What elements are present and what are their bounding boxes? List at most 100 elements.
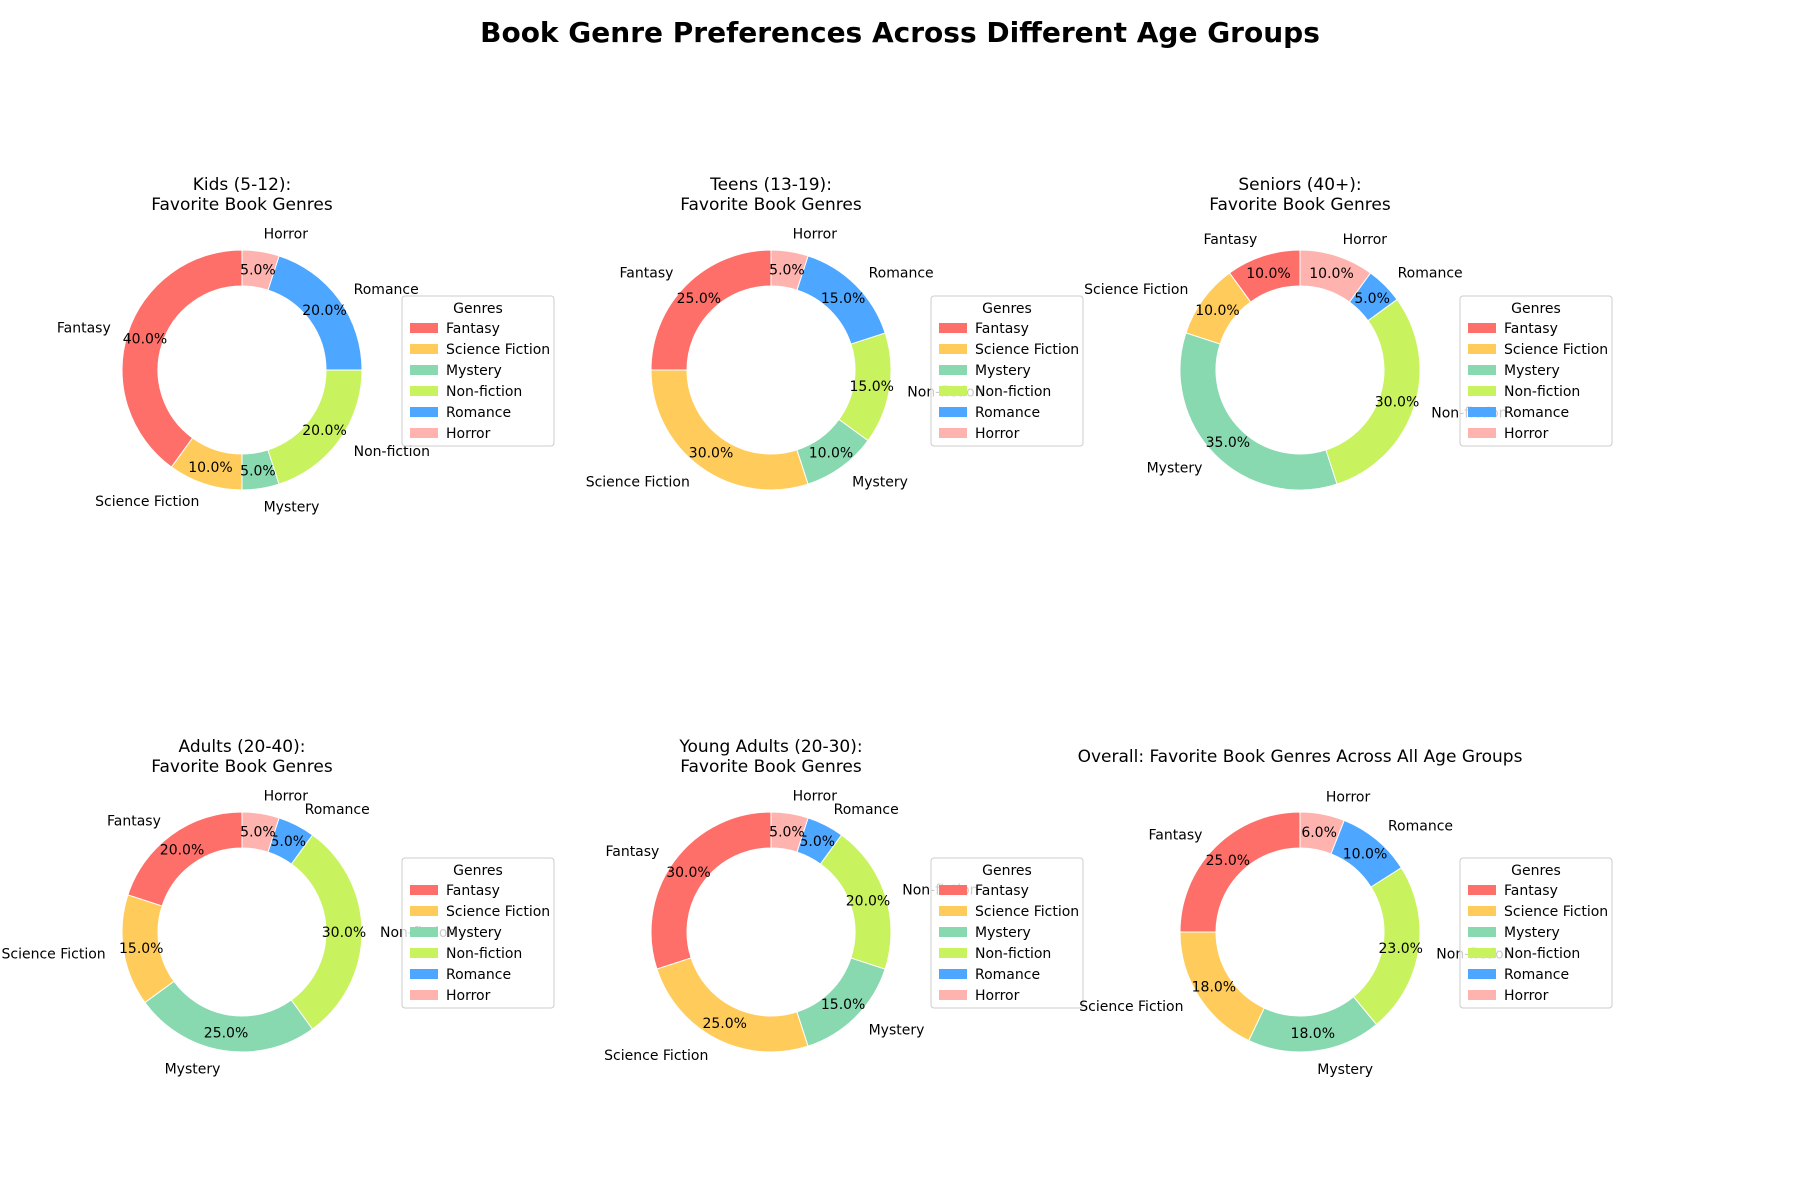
pct-label-fantasy: 30.0% (666, 865, 710, 881)
slice-label-fantasy: Fantasy (57, 320, 111, 336)
slice-fantasy (650, 811, 772, 970)
pct-label-non-fiction: 20.0% (302, 423, 346, 439)
legend-swatch-horror (410, 990, 438, 1000)
pct-label-romance: 10.0% (1343, 846, 1387, 862)
legend-title: Genres (1511, 301, 1561, 317)
slice-science-fiction (656, 957, 809, 1053)
legend-frame (930, 295, 1084, 447)
chart-title-line: Favorite Book Genres (151, 757, 333, 777)
legend-swatch-mystery (410, 365, 438, 375)
slice-label-romance: Romance (1398, 265, 1463, 281)
slice-label-mystery: Mystery (1317, 1062, 1373, 1078)
slice-label-horror: Horror (1343, 232, 1388, 248)
donut-chart-3: Seniors (40+):Favorite Book Genres 10.0% F… (1084, 175, 1613, 491)
chart-title-line: Favorite Book Genres (680, 757, 862, 777)
chart-title-line: Favorite Book Genres (680, 195, 862, 215)
slice-label-romance: Romance (354, 282, 419, 298)
slice-label-fantasy: Fantasy (620, 265, 674, 281)
legend-entry-mystery: Mystery (1504, 363, 1560, 379)
legend-swatch-romance (410, 969, 438, 979)
legend-entry-horror: Horror (975, 426, 1020, 442)
legend-entry-science-fiction: Science Fiction (446, 904, 550, 920)
pct-label-science-fiction: 15.0% (119, 941, 163, 957)
legend-swatch-science-fiction (939, 906, 967, 916)
legend-entry-fantasy: Fantasy (975, 883, 1029, 899)
pct-label-mystery: 25.0% (204, 1026, 248, 1042)
pct-label-romance: 5.0% (1354, 291, 1390, 307)
legend-entry-science-fiction: Science Fiction (975, 342, 1079, 358)
slice-horror (1299, 249, 1372, 303)
slice-label-horror: Horror (264, 227, 309, 243)
pct-label-romance: 20.0% (302, 303, 346, 319)
legend-entry-mystery: Mystery (446, 363, 502, 379)
legend-frame (401, 857, 555, 1009)
donut-chart-2: Teens (13-19):Favorite Book Genres25.0%F… (586, 175, 1084, 491)
legend-entry-horror: Horror (446, 988, 491, 1004)
legend-entry-fantasy: Fantasy (1504, 883, 1558, 899)
slice-science-fiction (650, 369, 809, 491)
pct-label-non-fiction: 23.0% (1379, 941, 1423, 957)
pct-label-mystery: 18.0% (1291, 1026, 1335, 1042)
chart-title-line: Teens (13-19): (709, 175, 832, 195)
slice-label-horror: Horror (264, 789, 309, 805)
pct-label-mystery: 15.0% (821, 997, 865, 1013)
pct-label-horror: 5.0% (240, 824, 276, 840)
legend-swatch-mystery (939, 365, 967, 375)
legend-swatch-science-fiction (410, 906, 438, 916)
legend-swatch-science-fiction (1468, 906, 1496, 916)
legend-title: Genres (982, 863, 1032, 879)
legend-swatch-romance (1468, 407, 1496, 417)
legend-swatch-horror (939, 428, 967, 438)
legend-swatch-romance (410, 407, 438, 417)
legend-swatch-fantasy (939, 885, 967, 895)
legend-entry-fantasy: Fantasy (1504, 321, 1558, 337)
legend-swatch-non-fiction (1468, 386, 1496, 396)
pct-label-non-fiction: 20.0% (846, 893, 890, 909)
pct-label-fantasy: 25.0% (1206, 853, 1250, 869)
slice-horror (770, 811, 809, 853)
pct-label-science-fiction: 30.0% (689, 446, 733, 462)
legend-swatch-romance (939, 969, 967, 979)
legend-title: Genres (453, 863, 503, 879)
slice-label-horror: Horror (793, 227, 838, 243)
pct-label-non-fiction: 15.0% (850, 379, 894, 395)
slice-label-fantasy: Fantasy (107, 813, 161, 829)
donut-chart-1: Kids (5-12):Favorite Book Genres 40.0% Fan… (57, 175, 555, 515)
legend-entry-fantasy: Fantasy (446, 321, 500, 337)
legend-entry-horror: Horror (975, 988, 1020, 1004)
figure-title: Book Genre Preferences Across Different … (480, 16, 1320, 49)
slice-label-non-fiction: Non-fiction (354, 444, 430, 460)
slice-label-romance: Romance (305, 802, 370, 818)
slice-label-romance: Romance (834, 802, 899, 818)
legend-swatch-non-fiction (410, 386, 438, 396)
slice-mystery (1248, 996, 1378, 1053)
legend-entry-mystery: Mystery (1504, 925, 1560, 941)
legend-entry-mystery: Mystery (446, 925, 502, 941)
legend-entry-romance: Romance (975, 967, 1040, 983)
legend-swatch-horror (410, 428, 438, 438)
pct-label-horror: 5.0% (240, 262, 276, 278)
chart-title-line: Favorite Book Genres (1209, 195, 1391, 215)
slice-non-fiction (1325, 298, 1421, 485)
pct-label-romance: 5.0% (271, 834, 307, 850)
legend-swatch-fantasy (1468, 885, 1496, 895)
pct-label-fantasy: 20.0% (160, 842, 204, 858)
legend-swatch-mystery (410, 927, 438, 937)
pct-label-horror: 5.0% (769, 824, 805, 840)
slice-label-fantasy: Fantasy (1149, 827, 1203, 843)
pct-label-fantasy: 10.0% (1246, 266, 1290, 282)
legend-swatch-non-fiction (939, 386, 967, 396)
legend-swatch-fantasy (410, 885, 438, 895)
legend-swatch-horror (1468, 428, 1496, 438)
legend-swatch-non-fiction (939, 948, 967, 958)
pct-label-mystery: 10.0% (809, 446, 853, 462)
legend: Genres Fantasy Science Fiction Mystery Non-f… (930, 857, 1084, 1009)
legend-entry-non-fiction: Non-fiction (1504, 384, 1580, 400)
slice-horror (241, 811, 280, 853)
slice-label-science-fiction: Science Fiction (95, 494, 199, 510)
legend-frame (1459, 857, 1613, 1009)
slice-horror (241, 249, 280, 291)
pct-label-romance: 5.0% (800, 834, 836, 850)
slice-label-horror: Horror (793, 789, 838, 805)
